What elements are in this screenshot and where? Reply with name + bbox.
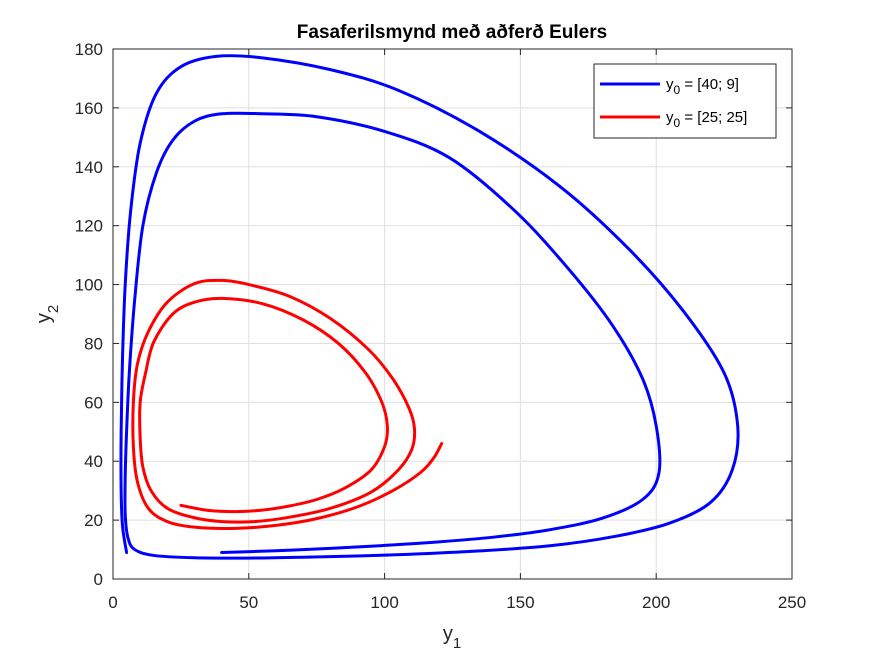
y-tick-label: 100 <box>75 276 103 295</box>
y-tick-label: 120 <box>75 217 103 236</box>
y-axis-label: y2 <box>33 305 62 323</box>
tick-marks <box>112 48 793 580</box>
x-tick-label: 100 <box>370 593 398 612</box>
y-axis-label-base: y <box>33 313 55 323</box>
y-axis-label-subscript: 2 <box>45 305 62 313</box>
y-tick-label: 20 <box>84 511 103 530</box>
tick-labels: 0 50 100 150 200 250 0 20 40 60 80 100 120 140 160 180 <box>75 40 807 612</box>
series-line-red <box>131 278 444 530</box>
axes-box <box>112 48 793 580</box>
y-tick-label: 80 <box>84 334 103 353</box>
x-tick-label: 0 <box>108 593 117 612</box>
y-tick-label: 160 <box>75 99 103 118</box>
x-axis-label: y1 <box>443 623 461 652</box>
legend: y0 = [40; 9] y0 = [25; 25] <box>593 63 777 139</box>
legend-box <box>593 63 777 139</box>
x-tick-label: 250 <box>778 593 806 612</box>
y-tick-label: 60 <box>84 393 103 412</box>
x-axis-label-base: y <box>443 623 453 645</box>
y-tick-label: 140 <box>75 158 103 177</box>
x-axis-label-subscript: 1 <box>453 635 461 652</box>
chart-title: Fasaferilsmynd með aðferð Eulers <box>297 22 607 43</box>
x-tick-label: 200 <box>642 593 670 612</box>
legend-entry-blue: y0 = [40; 9] <box>666 76 739 97</box>
series-line-blue <box>119 54 740 560</box>
legend-entry-red: y0 = [25; 25] <box>666 109 747 130</box>
x-tick-label: 50 <box>239 593 258 612</box>
series-layer <box>119 54 740 560</box>
x-tick-label: 150 <box>506 593 534 612</box>
y-tick-label: 0 <box>94 570 103 589</box>
y-tick-label: 40 <box>84 452 103 471</box>
y-tick-label: 180 <box>75 40 103 59</box>
